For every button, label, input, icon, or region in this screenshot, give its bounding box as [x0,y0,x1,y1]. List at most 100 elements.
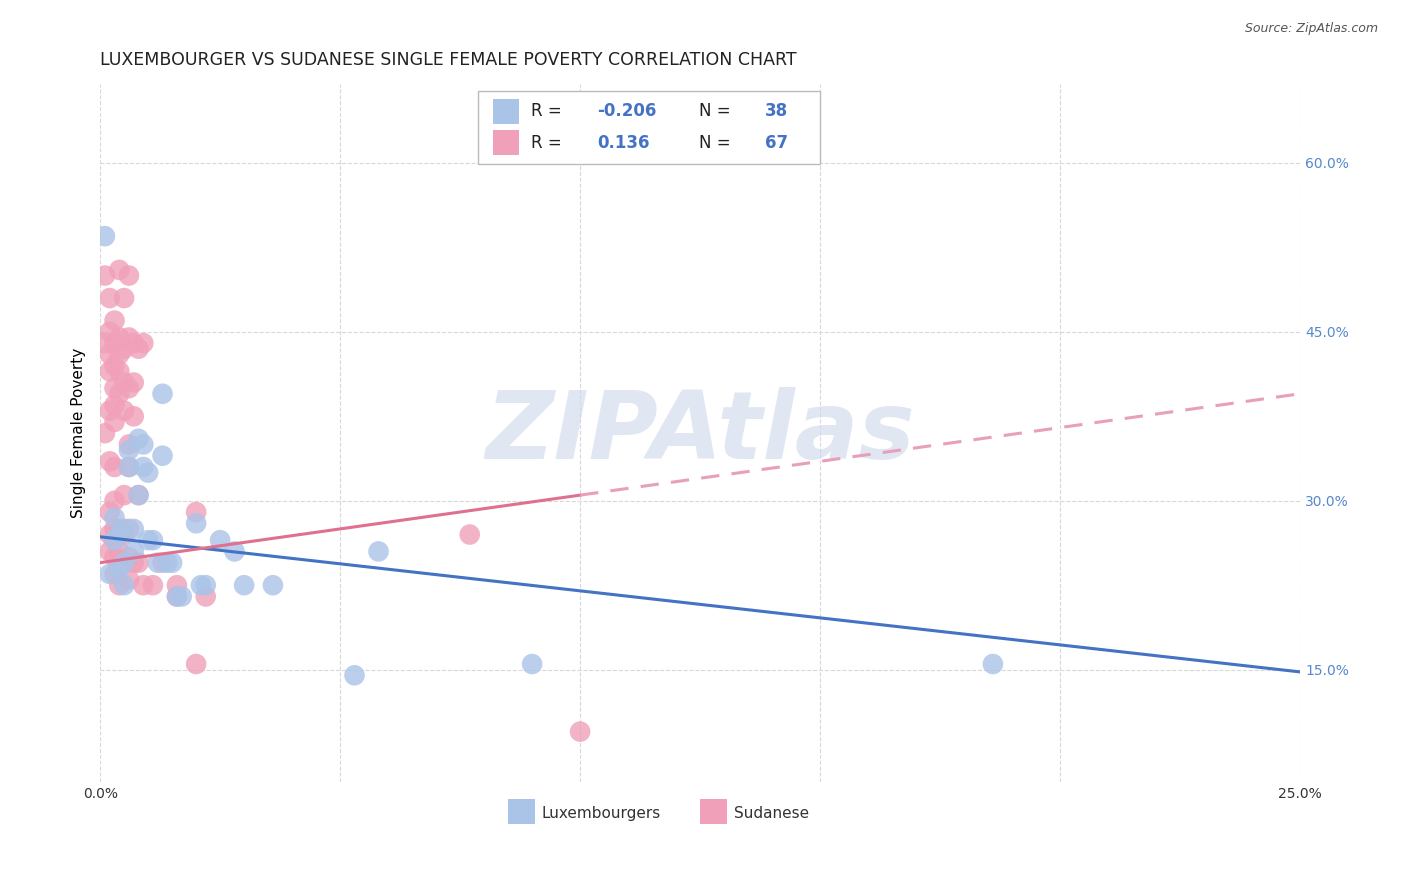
Point [118,330,141,344]
Point [118,550,141,565]
Point [112,556,135,570]
Point [160,556,183,570]
Point [112,403,135,417]
Point [98,527,121,541]
Point [122,409,145,424]
Point [118,460,141,475]
Point [122,556,145,570]
Point [184,657,207,671]
Text: ZIPAtlas: ZIPAtlas [485,387,915,479]
Point [367,544,389,558]
Point [98,454,121,468]
FancyBboxPatch shape [508,799,534,824]
Text: N =: N = [699,134,731,152]
Point [94,426,117,441]
Point [112,342,135,356]
Text: N =: N = [699,103,731,120]
Point [224,544,246,558]
Point [343,668,366,682]
Point [146,556,169,570]
Point [103,566,125,581]
Point [122,522,145,536]
Point [112,291,135,305]
Point [118,460,141,475]
Point [103,313,125,327]
Point [103,381,125,395]
Point [166,578,188,592]
Text: Sudanese: Sudanese [734,806,808,822]
Point [103,336,125,351]
Point [94,229,117,244]
FancyBboxPatch shape [700,799,727,824]
FancyBboxPatch shape [478,91,820,164]
Point [152,449,174,463]
Point [166,590,188,604]
Point [103,359,125,373]
Point [132,437,155,451]
Point [209,533,232,548]
Point [194,590,217,604]
Point [103,510,125,524]
Point [98,566,121,581]
Point [128,556,150,570]
Point [118,522,141,536]
Point [103,550,125,565]
Point [108,578,131,592]
Point [128,342,150,356]
Point [118,381,141,395]
Point [108,364,131,378]
Point [184,505,207,519]
Point [132,336,155,351]
Point [98,505,121,519]
Point [98,291,121,305]
Point [98,325,121,339]
Point [108,263,131,277]
Point [233,578,256,592]
Point [103,415,125,429]
Point [118,437,141,451]
Text: 0.136: 0.136 [598,134,650,152]
Point [152,386,174,401]
Point [103,522,125,536]
Point [108,544,131,558]
Point [103,460,125,475]
Point [194,578,217,592]
Point [136,466,159,480]
Point [108,347,131,361]
Text: 67: 67 [765,134,787,152]
Point [166,590,188,604]
Point [112,578,135,592]
Point [569,724,592,739]
Point [128,488,150,502]
Point [981,657,1004,671]
Point [152,556,174,570]
Point [122,544,145,558]
Point [520,657,543,671]
Point [122,336,145,351]
Y-axis label: Single Female Poverty: Single Female Poverty [72,348,86,518]
Point [142,578,165,592]
Text: -0.206: -0.206 [598,103,657,120]
Point [170,590,193,604]
FancyBboxPatch shape [492,99,519,124]
Point [98,347,121,361]
Text: R =: R = [531,103,561,120]
Point [112,522,135,536]
Point [94,268,117,283]
Point [98,403,121,417]
Point [118,443,141,458]
Point [103,398,125,412]
Point [190,578,212,592]
Point [118,573,141,587]
FancyBboxPatch shape [492,130,519,155]
Text: Source: ZipAtlas.com: Source: ZipAtlas.com [1244,22,1378,36]
Point [128,432,150,446]
Point [112,488,135,502]
Text: LUXEMBOURGER VS SUDANESE SINGLE FEMALE POVERTY CORRELATION CHART: LUXEMBOURGER VS SUDANESE SINGLE FEMALE P… [100,51,797,69]
Point [98,364,121,378]
Point [136,533,159,548]
Point [108,386,131,401]
Point [184,516,207,531]
Point [262,578,284,592]
Point [132,578,155,592]
